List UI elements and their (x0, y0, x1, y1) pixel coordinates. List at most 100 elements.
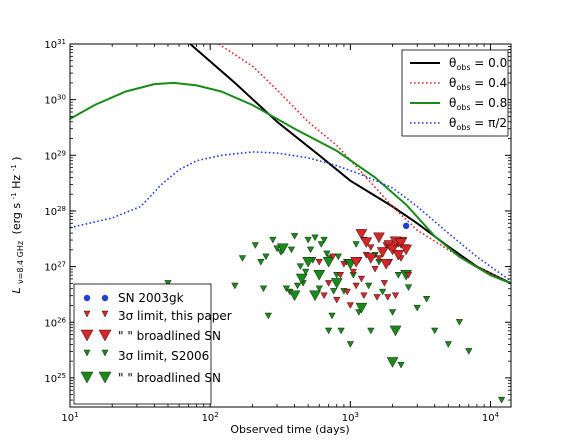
plot-frame (69, 43, 512, 408)
y-axis-title-base: L (10, 287, 23, 293)
limit-this-paper-marker (333, 296, 341, 304)
limit-s2006-marker (257, 259, 265, 266)
y-axis-title-units: (erg s (10, 203, 23, 235)
legend-limit-s2006-broad-marker-a (80, 371, 94, 384)
x-tick-label-exp: 2 (214, 411, 218, 419)
legend-subscript: obs (456, 103, 470, 112)
limit-s2006-broad-marker (386, 357, 399, 368)
legend-series-label-0: θobs = 0.0 (449, 56, 507, 72)
legend-limit-s2006-label: 3σ limit, S2006 (118, 349, 209, 363)
limit-this-paper-broad-marker (400, 244, 412, 256)
x-tick-label-exp: 3 (354, 411, 358, 419)
legend-limit-this-paper-marker-b (101, 310, 109, 318)
legend-limit-this-paper-broad-marker-b (98, 329, 112, 342)
x-tick-label-base: 10 (202, 413, 215, 424)
legend-sn2003gk-marker-b (101, 294, 109, 302)
y-tick-label: 1027 (44, 261, 66, 274)
y-axis-title-sup1: -1 (10, 192, 18, 199)
limit-this-paper-broad-marker (392, 250, 405, 261)
limit-this-paper-marker (367, 244, 375, 251)
limit-s2006-marker (231, 282, 239, 290)
limit-this-paper-marker (380, 280, 389, 287)
series-line-3 (70, 151, 511, 282)
legend-theta: θ (449, 96, 456, 110)
limit-this-paper-marker (315, 259, 323, 266)
limit-this-paper-marker (346, 302, 354, 309)
limit-this-paper-broad-marker (376, 247, 389, 258)
legend-theta: θ (449, 116, 456, 130)
y-axis-title-mid: Hz (10, 175, 23, 189)
legend-sn2003gk: SN 2003gk (83, 291, 184, 305)
limit-s2006-marker (365, 282, 373, 290)
limit-this-paper-marker (340, 261, 348, 268)
x-tick-label: 104 (482, 411, 500, 424)
limit-s2006-marker (325, 327, 333, 335)
x-tick-label-base: 10 (342, 413, 355, 424)
limit-s2006-marker (317, 241, 325, 248)
limit-s2006-marker (269, 236, 277, 244)
y-tick-label-exp: 29 (57, 149, 66, 157)
y-tick-label: 1031 (44, 38, 66, 51)
x-axis-title: Observed time (days) (230, 423, 349, 436)
y-tick-label-base: 10 (44, 151, 57, 162)
y-axis-title-end: ) (10, 157, 23, 161)
legend-series-label-1: θobs = 0.4 (449, 76, 507, 92)
limit-this-paper-broad-marker (350, 257, 362, 268)
legend-bottom: SN 2003gk 3σ limit, this paper " " broad… (73, 283, 232, 405)
limit-this-paper-marker (375, 255, 383, 262)
limit-s2006-marker (290, 233, 299, 240)
limit-s2006-marker (397, 361, 405, 369)
legend-limit-s2006-marker-a (83, 349, 91, 357)
y-tick-label-base: 10 (44, 263, 57, 274)
limit-s2006-broad-marker (302, 257, 314, 268)
limit-s2006-marker (306, 246, 315, 254)
legend-bottom-frame (73, 283, 212, 405)
y-tick-label: 1030 (44, 94, 66, 107)
limit-this-paper-marker (336, 272, 345, 279)
legend-subscript: obs (456, 123, 470, 132)
sn2003gk-marker (402, 222, 410, 230)
limit-s2006-broad-marker (309, 290, 321, 302)
legend-limit-this-paper-marker-a (83, 310, 91, 318)
limit-this-paper-broad-marker (386, 244, 399, 256)
y-tick-label-exp: 25 (57, 372, 66, 380)
y-tick-label: 1029 (44, 149, 66, 162)
limit-s2006-marker (328, 312, 336, 320)
legend-sn2003gk-label: SN 2003gk (118, 291, 184, 305)
limit-s2006-broad-marker (355, 302, 368, 314)
limit-this-paper-marker (360, 292, 368, 300)
legend-limit-this-paper-broad-label: " " broadlined SN (118, 329, 221, 343)
limit-s2006-marker (465, 348, 473, 355)
limit-s2006-broad-marker (288, 290, 301, 302)
legend-limit-s2006-marker-b (101, 349, 109, 357)
legend-limit-this-paper-broad-marker-a (80, 329, 94, 342)
x-tick-label-base: 10 (482, 413, 495, 424)
limit-s2006-marker (444, 341, 452, 348)
y-axis-title-sup2: -1 (10, 164, 18, 171)
limit-s2006-marker (498, 396, 506, 404)
y-axis-title-sub: ν=8.4 GHz (16, 241, 25, 284)
limit-this-paper-marker (352, 282, 360, 290)
series-line-2 (70, 81, 511, 285)
legend-limit-s2006-broad: " " broadlined SN (80, 371, 221, 385)
x-tick-label-exp: 4 (495, 411, 500, 419)
y-tick-label-exp: 26 (57, 316, 66, 324)
y-tick-label: 1028 (44, 205, 66, 218)
limit-s2006-marker (352, 241, 360, 248)
limit-this-paper-marker (349, 268, 357, 276)
y-tick-label-base: 10 (44, 40, 57, 51)
limit-this-paper-marker (404, 272, 413, 279)
legend-theta: θ (449, 76, 456, 90)
legend-value: = 0.4 (470, 76, 507, 90)
limit-this-paper-broad-marker (364, 253, 377, 264)
limit-this-paper-broad-marker (355, 229, 368, 240)
limit-s2006-marker (238, 255, 247, 262)
limit-s2006-marker (304, 236, 312, 244)
limit-s2006-broad-marker (322, 257, 335, 268)
limit-s2006-broad-marker (389, 325, 402, 337)
limit-this-paper-broad-marker (380, 259, 392, 270)
limit-s2006-marker (282, 285, 291, 293)
y-tick-label-exp: 31 (57, 38, 66, 46)
y-tick-label: 1025 (44, 372, 66, 385)
